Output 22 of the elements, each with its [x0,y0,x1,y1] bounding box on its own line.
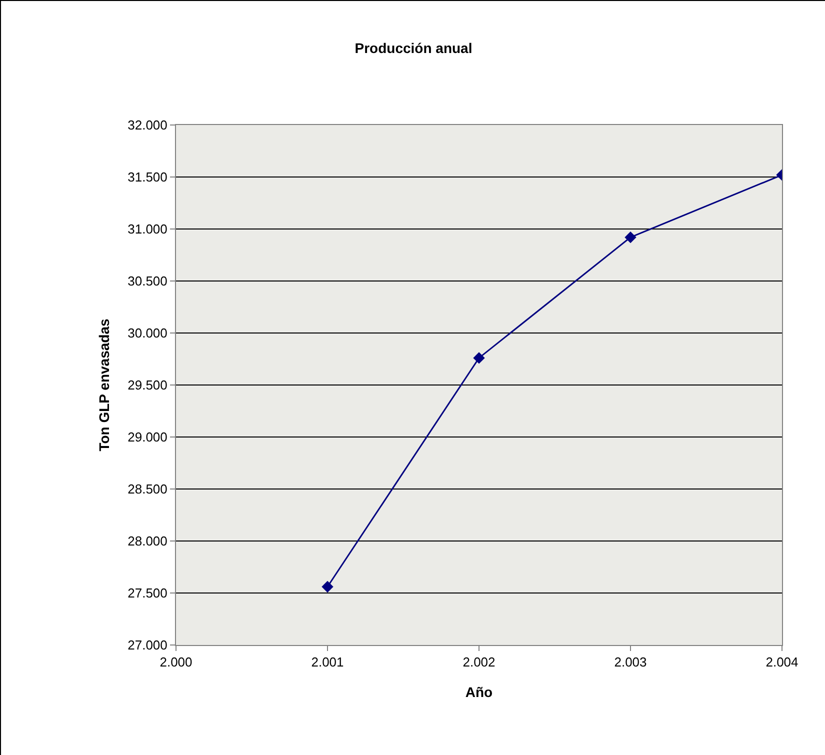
x-tick-label: 2.000 [160,654,192,670]
x-axis-title: Año [465,684,493,700]
y-tick-label: 30.500 [128,274,168,289]
y-tick-label: 31.000 [128,222,168,237]
y-tick-label: 29.500 [128,378,168,393]
x-tick-label: 2.004 [766,654,798,670]
point [322,580,334,593]
chart-title: Producción anual [354,40,472,56]
y-tick-label: 30.000 [128,326,168,341]
y-tick-label: 28.500 [128,482,168,497]
y-tick-label: 32.000 [128,118,168,133]
y-tick-label: 29.000 [128,430,168,445]
y-tick-label: 28.000 [128,534,168,549]
y-axis-title: Ton GLP envasadas [96,318,112,452]
point [473,352,485,364]
y-tick-label: 27.000 [128,638,168,653]
x-tick-label: 2.001 [311,654,344,670]
y-tick-label: 27.500 [128,586,168,601]
x-tick-label: 2.003 [614,654,647,670]
point [624,231,636,244]
y-tick-label: 31.500 [128,170,168,185]
x-tick-label: 2.002 [462,654,496,670]
